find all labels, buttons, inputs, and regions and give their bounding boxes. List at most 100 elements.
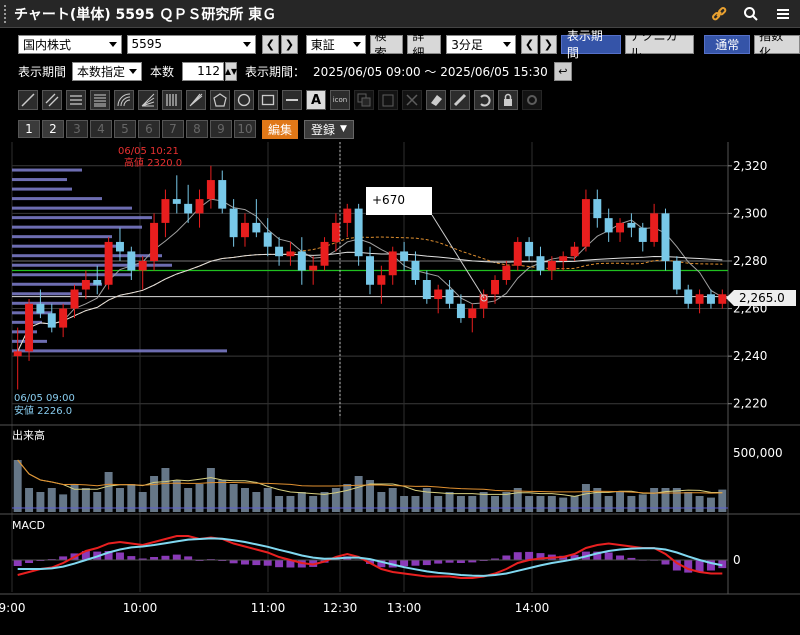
volume-bar [672, 488, 681, 512]
volume-bar [25, 488, 34, 512]
volume-bar [354, 476, 363, 512]
register-button[interactable]: 登録 ▼ [304, 119, 354, 139]
page-tab-4[interactable]: 4 [90, 120, 112, 138]
fibonacci-lines-icon[interactable] [90, 90, 110, 110]
measure-icon[interactable] [450, 90, 470, 110]
count-input[interactable]: 112 [182, 61, 225, 81]
interval-value: 3分足 [451, 37, 483, 52]
current-price-tag [726, 290, 796, 306]
text-icon[interactable]: A [306, 90, 326, 110]
vertical-lines-icon[interactable] [162, 90, 182, 110]
macd-histogram-bar [13, 560, 22, 566]
search-icon[interactable] [742, 5, 760, 23]
page-tab-7[interactable]: 7 [162, 120, 184, 138]
interval-select[interactable]: 3分足 [446, 34, 516, 54]
callout-pointer [431, 214, 485, 299]
prev-code-button[interactable]: ❮ [261, 34, 279, 54]
rectangle-icon[interactable] [258, 90, 278, 110]
next-code-button[interactable]: ❯ [280, 34, 298, 54]
chevron-down-icon: ▼ [340, 124, 347, 134]
page-tab-9[interactable]: 9 [210, 120, 232, 138]
volume-bar [513, 488, 522, 512]
page-tab-1[interactable]: 1 [18, 120, 40, 138]
drag-grip-icon[interactable] [4, 4, 10, 23]
pentagon-icon[interactable] [210, 90, 230, 110]
volume-bar [604, 496, 613, 512]
return-icon[interactable]: ↩ [553, 61, 572, 81]
volume-tick-label: 500,000 [733, 446, 783, 460]
page-tab-3[interactable]: 3 [66, 120, 88, 138]
chevron-down-icon [352, 41, 361, 47]
count-spinner-icon[interactable]: ▲▼ [225, 61, 237, 81]
technical-button[interactable]: テクニカル [624, 29, 695, 60]
volume-bar [195, 484, 204, 512]
circle-icon[interactable] [234, 90, 254, 110]
menu-icon[interactable] [774, 5, 792, 23]
next-interval-button[interactable]: ❯ [539, 34, 557, 54]
link-icon[interactable] [710, 5, 728, 23]
volume-bar [229, 484, 238, 512]
chevron-down-icon [503, 41, 511, 47]
arc-icon[interactable] [114, 90, 134, 110]
candle-body [638, 227, 647, 242]
volume-bar [695, 496, 704, 512]
volume-bar [400, 496, 409, 512]
volume-bar [650, 488, 659, 512]
copy-icon[interactable] [354, 90, 374, 110]
page-tab-5[interactable]: 5 [114, 120, 136, 138]
macd-histogram-bar [536, 553, 545, 560]
register-label: 登録 [311, 122, 336, 137]
page-tab-2[interactable]: 2 [42, 120, 64, 138]
paste-icon[interactable] [378, 90, 398, 110]
trendline-icon[interactable] [18, 90, 38, 110]
horizontal-lines-icon[interactable] [66, 90, 86, 110]
macd-histogram-bar [422, 560, 431, 566]
volume-bar [479, 492, 488, 512]
index-mode-button[interactable]: 指数化 [754, 29, 800, 60]
horizontal-line-icon[interactable] [282, 90, 302, 110]
period-mode-select[interactable]: 本数指定 [72, 61, 143, 81]
macd-panel-label: MACD [12, 519, 45, 532]
fan-icon[interactable] [138, 90, 158, 110]
candle-body [650, 213, 659, 242]
volume-bar [661, 488, 670, 512]
delete-icon[interactable] [402, 90, 422, 110]
price-chart[interactable]: 06/05 10:21 高値 2320.0 06/05 09:00 安値 222… [0, 142, 800, 635]
exchange-select[interactable]: 東証 [305, 34, 366, 54]
edit-button[interactable]: 編集 [262, 119, 299, 139]
detail-button[interactable]: 詳細 [407, 29, 442, 60]
lock-icon[interactable] [498, 90, 518, 110]
icon-stamp-icon[interactable]: icon [330, 90, 350, 110]
volume-bar [456, 496, 465, 512]
volume-bar [36, 492, 45, 512]
profile-bar [12, 254, 162, 258]
parallel-lines-icon[interactable] [42, 90, 62, 110]
callout-anchor [480, 294, 488, 302]
page-tab-8[interactable]: 8 [186, 120, 208, 138]
market-select[interactable]: 国内株式 [18, 34, 122, 54]
display-period-button[interactable]: 表示期間 [560, 29, 621, 60]
candle-body [570, 246, 579, 257]
range-label: 表示期間： [245, 64, 306, 79]
eraser-icon[interactable] [426, 90, 446, 110]
undo-icon[interactable] [474, 90, 494, 110]
volume-bar [172, 480, 181, 512]
gann-fan-icon[interactable] [186, 90, 206, 110]
prev-interval-button[interactable]: ❮ [521, 34, 538, 54]
profile-bar [12, 168, 82, 172]
volume-panel-label: 出来高 [12, 428, 45, 442]
time-tick-label: 10:00 [123, 601, 158, 615]
code-value: 5595 [131, 37, 163, 51]
signal-line [17, 537, 723, 577]
volume-bar [445, 492, 454, 512]
volume-ma-line [17, 459, 723, 494]
normal-mode-button[interactable]: 通常 [704, 34, 751, 54]
page-tab-6[interactable]: 6 [138, 120, 160, 138]
macd-histogram-bar [115, 552, 124, 560]
settings-icon[interactable] [522, 90, 542, 110]
code-input[interactable]: 5595 [126, 34, 256, 54]
exchange-value: 東証 [310, 37, 335, 52]
page-tab-10[interactable]: 10 [234, 120, 256, 138]
search-button[interactable]: 検索 [369, 29, 404, 60]
volume-bar [297, 492, 306, 512]
